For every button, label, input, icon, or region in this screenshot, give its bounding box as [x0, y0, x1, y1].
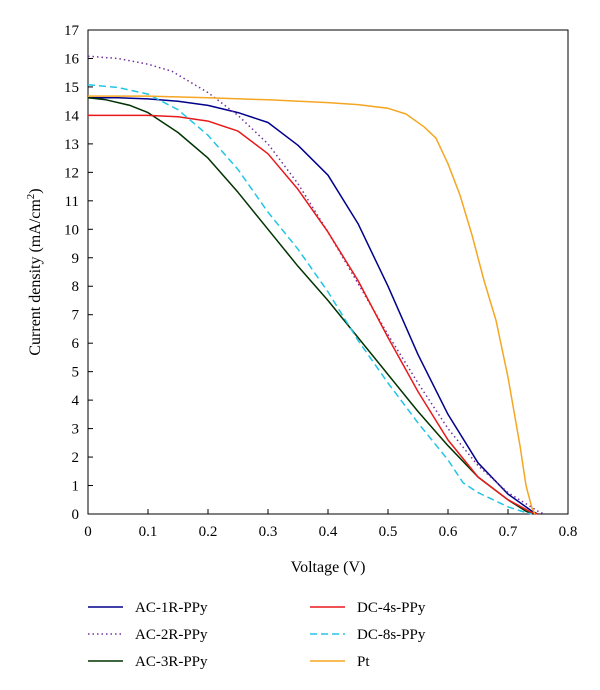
y-tick-label: 14: [64, 108, 80, 124]
y-tick-label: 7: [72, 308, 80, 324]
y-tick-label: 8: [72, 279, 80, 295]
legend-label: DC-8s-PPy: [357, 627, 426, 643]
legend-label: Pt: [357, 654, 370, 670]
legend-label: AC-2R-PPy: [135, 627, 208, 643]
series-layer: [87, 55, 545, 515]
x-tick-label: 0.5: [379, 524, 398, 540]
series-line-pt: [88, 95, 536, 515]
y-tick-label: 13: [64, 137, 79, 153]
y-tick-label: 10: [64, 222, 79, 238]
x-tick-label: 0.4: [319, 524, 338, 540]
y-axis-title-superscript: 2: [25, 194, 37, 200]
y-axis-title-main: Current density (mA/cm: [27, 199, 44, 356]
x-tick-label: 0.3: [259, 524, 278, 540]
y-tick-label: 1: [72, 479, 80, 495]
y-tick-label: 11: [65, 194, 79, 210]
y-tick-label: 6: [72, 336, 80, 352]
series-line-ac-2r-ppy: [87, 55, 545, 515]
y-axis-title: Current density (mA/cm2): [25, 188, 44, 355]
x-tick-label: 0: [84, 524, 92, 540]
x-tick-label: 0.7: [499, 524, 518, 540]
y-tick-label: 16: [64, 51, 80, 67]
y-tick-label: 12: [64, 165, 79, 181]
x-tick-label: 0.1: [139, 524, 158, 540]
series-line-dc-8s-ppy: [87, 83, 533, 515]
series-line-dc-4s-ppy: [88, 114, 539, 515]
legend-label: DC-4s-PPy: [357, 600, 426, 616]
y-tick-label: 4: [72, 393, 80, 409]
x-axis-title: Voltage (V): [291, 559, 366, 576]
y-tick-label: 15: [64, 80, 79, 96]
legend-label: AC-1R-PPy: [135, 600, 208, 616]
x-tick-label: 0.6: [439, 524, 458, 540]
legend: AC-1R-PPy AC-2R-PPy AC-3R-PPy DC-4s-PPy DC-8…: [88, 600, 426, 670]
y-tick-label: 5: [72, 365, 80, 381]
y-tick-label: 9: [72, 251, 80, 267]
x-tick-label: 0.2: [199, 524, 218, 540]
legend-label: AC-3R-PPy: [135, 654, 208, 670]
series-line-ac-3r-ppy: [87, 97, 533, 515]
x-axis-ticks: 0 0.1 0.2 0.3 0.4 0.5 0.6 0.7 0.8: [84, 509, 577, 540]
y-axis-title-tail: ): [27, 188, 44, 193]
series-line-ac-1r-ppy: [88, 97, 539, 515]
y-tick-label: 3: [72, 422, 80, 438]
y-tick-label: 17: [64, 23, 80, 39]
x-tick-label: 0.8: [559, 524, 578, 540]
y-tick-label: 2: [72, 450, 80, 466]
y-tick-label: 0: [72, 507, 80, 523]
